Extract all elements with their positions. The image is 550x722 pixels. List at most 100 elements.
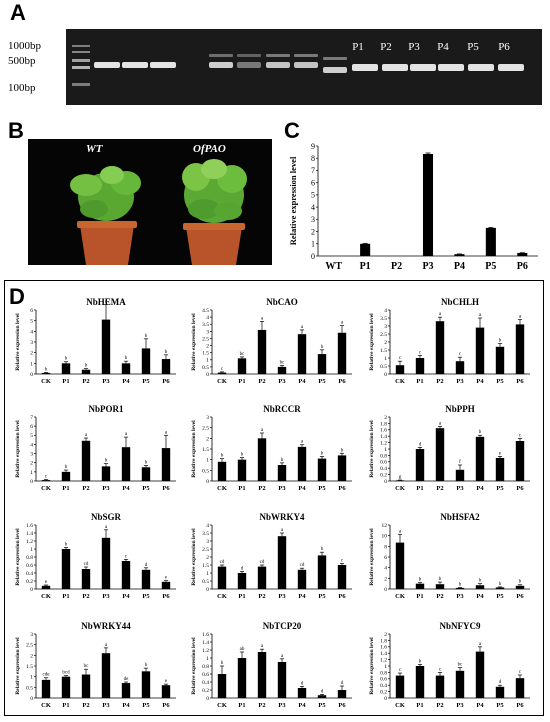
x-tick-label: P1 <box>416 702 423 709</box>
bar <box>257 652 267 698</box>
y-tick-label: 3 <box>30 340 33 346</box>
plant-illustration <box>70 159 247 265</box>
chart-title: NbRCCR <box>263 404 301 414</box>
x-tick-label: P4 <box>476 378 484 385</box>
y-tick-label: 10 <box>382 534 388 540</box>
chart-title: NbWRKY44 <box>81 621 131 631</box>
significance-letter: a <box>165 430 168 435</box>
x-tick-label: P6 <box>162 485 170 492</box>
x-tick-label: P3 <box>278 702 286 709</box>
y-tick-label: 4 <box>311 203 315 212</box>
significance-letter: b <box>499 582 502 587</box>
bar <box>475 327 485 374</box>
y-tick-label: 2 <box>384 415 387 421</box>
x-tick-label: P5 <box>496 485 504 492</box>
x-tick-label: P6 <box>162 593 170 600</box>
y-tick-label: 3 <box>206 415 209 421</box>
x-tick-label: P1 <box>238 485 245 492</box>
bar <box>297 446 307 481</box>
significance-letter: b <box>145 663 148 668</box>
bar <box>61 676 71 698</box>
significance-letter: de <box>124 677 130 682</box>
y-tick-label: 0 <box>30 696 33 702</box>
y-tick-label: 3.5 <box>380 316 387 322</box>
significance-letter: b <box>439 577 442 582</box>
y-tick-label: 4 <box>206 523 209 529</box>
bar <box>415 666 425 698</box>
significance-letter: a <box>261 644 264 649</box>
plant-label-ofpao: OfPAO <box>193 143 226 155</box>
significance-letter: b <box>519 580 522 585</box>
significance-letter: b <box>45 367 48 372</box>
significance-letter: a <box>479 313 482 318</box>
x-tick-label: P1 <box>238 702 245 709</box>
bar <box>415 449 425 481</box>
significance-letter: b <box>241 453 244 458</box>
x-tick-label: P6 <box>516 485 524 492</box>
y-tick-label: 2 <box>30 461 33 467</box>
y-tick-label: 1 <box>311 240 315 249</box>
plant-label-wt: WT <box>86 143 103 155</box>
lane-label-p5: P5 <box>467 41 479 53</box>
x-tick-label: CK <box>217 702 227 709</box>
significance-letter: b <box>145 334 148 339</box>
x-tick-label: CK <box>41 378 51 385</box>
significance-letter: c <box>459 352 462 357</box>
significance-letter: c <box>45 475 48 480</box>
significance-letter: a <box>261 428 264 433</box>
chart-nbrccr: NbRCCR Relative expression level 0 0.5 1 1.5 2… <box>191 404 352 492</box>
y-tick-label: 0 <box>206 479 209 485</box>
chart-nbwrky44: NbWRKY44 Relative expression level 0 0.5 1 1.… <box>15 621 176 709</box>
bar <box>455 361 465 374</box>
x-tick-label: P3 <box>456 593 464 600</box>
gel-bands <box>72 45 524 86</box>
x-tick-label: P4 <box>476 702 484 709</box>
significance-letter: a <box>301 325 304 330</box>
significance-letter: c <box>439 667 442 672</box>
y-axis-label: Relative expression level <box>369 637 375 695</box>
y-tick-label: 1 <box>206 458 209 464</box>
panel-d-letter: D <box>9 284 25 309</box>
y-tick-label: 0.5 <box>202 468 209 474</box>
chart-title: NbNFYC9 <box>439 621 481 631</box>
bar <box>395 542 405 589</box>
x-tick-label: P3 <box>456 378 464 385</box>
x-tick-label: P2 <box>258 378 265 385</box>
y-tick-label: 1.6 <box>380 645 387 651</box>
x-tick-label: P3 <box>456 702 464 709</box>
x-tick-label: CK <box>41 593 51 600</box>
y-tick-label: 1 <box>206 358 209 364</box>
x-tick-label: P6 <box>516 702 524 709</box>
bar <box>277 465 287 481</box>
y-tick-label: 0.8 <box>380 453 387 459</box>
x-tick-label: P3 <box>102 702 110 709</box>
y-tick-label: 1.6 <box>202 632 209 638</box>
bar <box>435 584 445 589</box>
y-tick-label: 0 <box>311 252 315 261</box>
x-tick-label: P6 <box>516 378 524 385</box>
y-tick-label: 1 <box>30 547 33 553</box>
significance-letter: b <box>499 339 502 344</box>
x-tick-label: P3 <box>102 378 110 385</box>
x-tick-label: P6 <box>162 378 170 385</box>
y-tick-label: 5 <box>30 319 33 325</box>
significance-letter: b <box>65 357 68 362</box>
bar <box>337 332 347 374</box>
x-tick-label: P2 <box>258 593 265 600</box>
chart-title: NbCAO <box>266 297 298 307</box>
y-tick-label: 0.4 <box>202 680 209 686</box>
significance-letter: cd <box>220 560 225 565</box>
significance-letter: f <box>459 460 461 465</box>
bar <box>485 227 496 256</box>
x-tick-label: P3 <box>102 593 110 600</box>
significance-letter: b <box>321 451 324 456</box>
y-tick-label: 3 <box>311 215 315 224</box>
significance-letter: a <box>125 432 128 437</box>
bar <box>237 358 247 374</box>
significance-letter: c <box>519 433 522 438</box>
x-tick-label: P4 <box>122 593 130 600</box>
bar <box>101 319 111 374</box>
y-tick-label: 5 <box>30 433 33 439</box>
bar <box>317 458 327 481</box>
y-tick-label: 2.5 <box>202 426 209 432</box>
